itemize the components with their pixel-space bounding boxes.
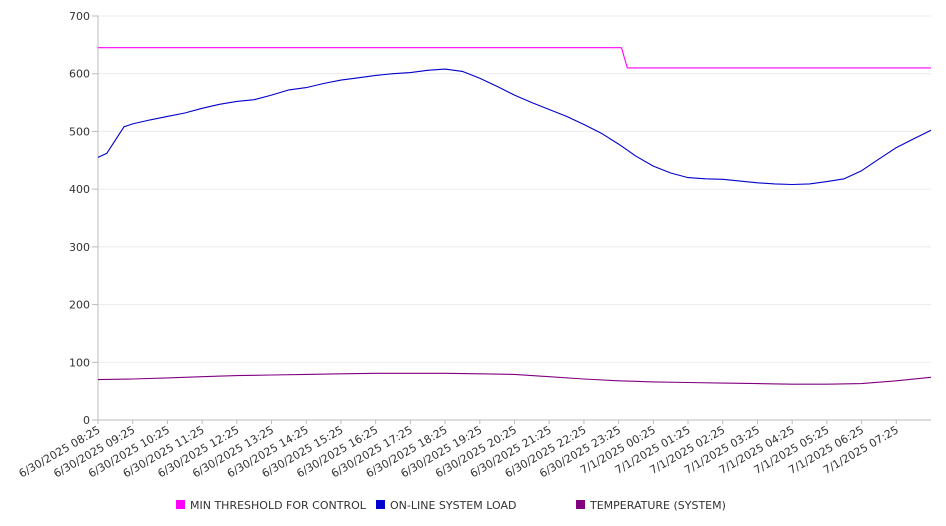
y-tick-label: 700 bbox=[69, 10, 90, 23]
y-tick-label: 500 bbox=[69, 125, 90, 138]
x-axis-tick-labels: 6/30/2025 08:256/30/2025 09:256/30/2025 … bbox=[17, 423, 901, 480]
legend-label: MIN THRESHOLD FOR CONTROL bbox=[190, 499, 367, 512]
series-line-3 bbox=[97, 372, 932, 385]
series-lines bbox=[97, 47, 932, 385]
y-tick-label: 400 bbox=[69, 183, 90, 196]
gridlines bbox=[98, 15, 931, 363]
legend: MIN THRESHOLD FOR CONTROL ON-LINE SYSTEM … bbox=[176, 499, 726, 512]
y-tick-label: 600 bbox=[69, 68, 90, 81]
legend-label: TEMPERATURE (SYSTEM) bbox=[589, 499, 726, 512]
legend-swatch bbox=[376, 500, 385, 509]
series-line-2 bbox=[97, 68, 932, 186]
axes bbox=[92, 15, 931, 424]
y-tick-label: 200 bbox=[69, 299, 90, 312]
y-tick-label: 100 bbox=[69, 356, 90, 369]
legend-swatch bbox=[576, 500, 585, 509]
y-axis-tick-labels: 0 100 200 300 400 500 600 700 bbox=[69, 10, 90, 427]
y-tick-label: 300 bbox=[69, 241, 90, 254]
legend-label: ON-LINE SYSTEM LOAD bbox=[390, 499, 516, 512]
y-tick-label: 0 bbox=[83, 414, 90, 427]
legend-swatch bbox=[176, 500, 185, 509]
series-line-1 bbox=[98, 47, 931, 69]
